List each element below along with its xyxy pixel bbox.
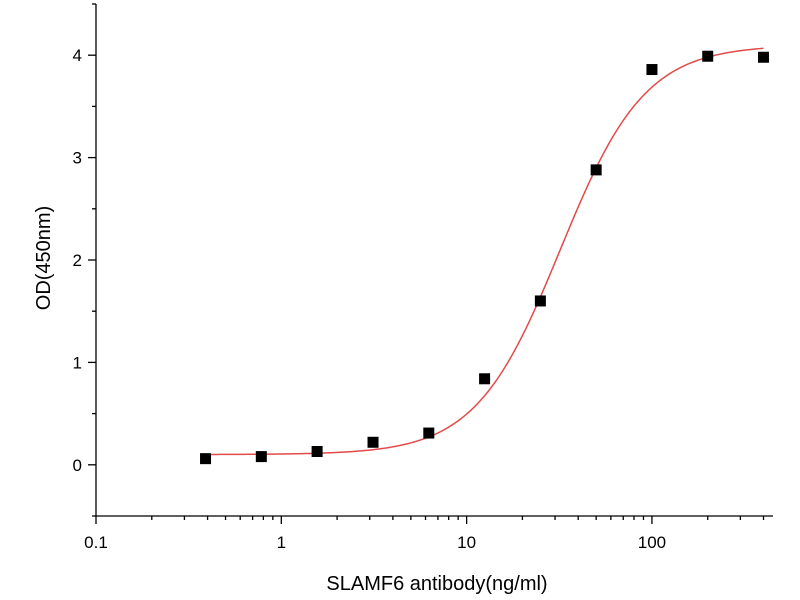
data-point xyxy=(646,64,658,76)
x-axis-label: SLAMF6 antibody(ng/ml) xyxy=(326,573,547,595)
data-point xyxy=(423,427,435,439)
data-point xyxy=(479,373,491,385)
y-axis-label: OD(450nm) xyxy=(33,206,55,310)
fit-curve-layer xyxy=(205,47,764,456)
data-point xyxy=(200,453,212,465)
tick-labels: 0 1 2 3 4 0.1 1 10 100 xyxy=(73,46,667,552)
data-point xyxy=(590,164,602,176)
x-tick-label: 10 xyxy=(457,533,476,552)
x-tick-label: 100 xyxy=(638,533,666,552)
axes xyxy=(88,3,773,524)
y-tick-label: 0 xyxy=(73,456,82,475)
data-point xyxy=(702,50,714,62)
data-point xyxy=(255,451,267,463)
x-tick-label: 1 xyxy=(277,533,286,552)
x-tick-label: 0.1 xyxy=(84,533,108,552)
data-point xyxy=(534,295,546,307)
y-tick-label: 4 xyxy=(73,46,82,65)
y-tick-label: 2 xyxy=(73,251,82,270)
data-point xyxy=(758,51,770,63)
y-tick-label: 3 xyxy=(73,149,82,168)
data-points-layer xyxy=(200,50,770,465)
fit-curve xyxy=(205,47,764,456)
data-point xyxy=(367,436,379,448)
data-point xyxy=(311,445,323,457)
y-tick-label: 1 xyxy=(73,353,82,372)
